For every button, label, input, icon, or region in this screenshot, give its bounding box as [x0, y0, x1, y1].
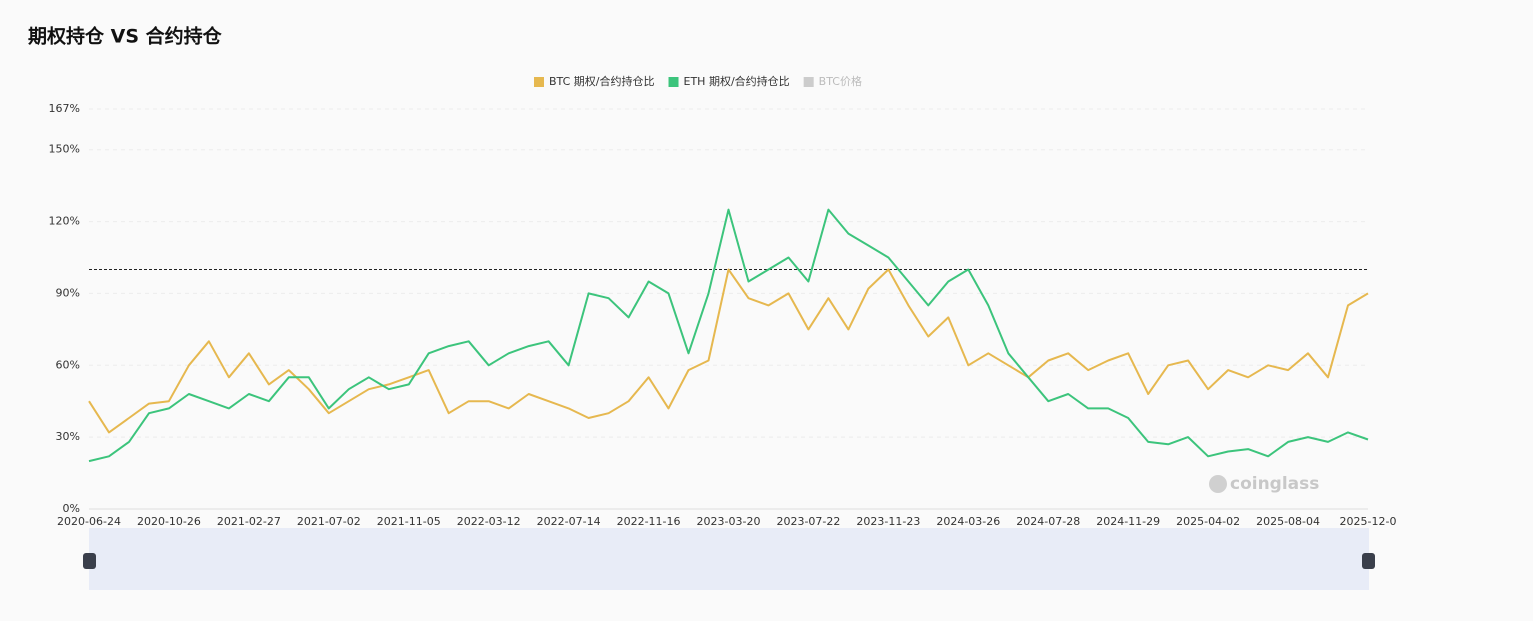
x-tick-label: 2021-11-05	[377, 515, 441, 528]
y-tick-label: 0%	[63, 502, 80, 515]
x-tick-label: 2022-07-14	[537, 515, 601, 528]
y-tick-label: 150%	[49, 143, 80, 156]
y-tick-label: 167%	[49, 102, 80, 115]
watermark: coinglass	[1230, 474, 1319, 494]
legend-swatch	[534, 77, 544, 87]
series-line	[88, 208, 1369, 463]
x-tick-label: 2023-07-22	[776, 515, 840, 528]
legend-swatch	[668, 77, 679, 87]
zoom-handle[interactable]	[1362, 553, 1375, 569]
legend-label[interactable]: BTC价格	[819, 74, 862, 88]
x-tick-label: 2020-06-24	[57, 515, 121, 528]
chart-title: 期权持仓 VS 合约持仓	[28, 25, 223, 48]
x-tick-label: 2020-10-26	[137, 515, 201, 528]
x-tick-label: 2025-12-0	[1340, 515, 1397, 528]
legend-label[interactable]: BTC 期权/合约持仓比	[549, 74, 655, 88]
y-tick-label: 30%	[56, 430, 80, 443]
zoom-slider[interactable]	[89, 528, 1369, 590]
x-tick-label: 2021-07-02	[297, 515, 361, 528]
x-tick-label: 2024-11-29	[1096, 515, 1160, 528]
x-tick-label: 2023-03-20	[697, 515, 761, 528]
x-tick-label: 2024-03-26	[936, 515, 1000, 528]
x-tick-label: 2025-04-02	[1176, 515, 1240, 528]
series-line	[88, 268, 1369, 434]
zoom-handle[interactable]	[83, 553, 96, 569]
x-tick-label: 2022-03-12	[457, 515, 521, 528]
legend-swatch	[803, 77, 814, 87]
watermark-icon	[1209, 475, 1227, 493]
x-tick-label: 2021-02-27	[217, 515, 281, 528]
y-tick-label: 90%	[56, 286, 80, 299]
x-tick-label: 2025-08-04	[1256, 515, 1320, 528]
x-tick-label: 2022-11-16	[617, 515, 681, 528]
x-tick-label: 2023-11-23	[856, 515, 920, 528]
y-tick-label: 120%	[49, 215, 80, 228]
legend-label[interactable]: ETH 期权/合约持仓比	[684, 74, 790, 88]
x-tick-label: 2024-07-28	[1016, 515, 1080, 528]
y-tick-label: 60%	[56, 358, 80, 371]
